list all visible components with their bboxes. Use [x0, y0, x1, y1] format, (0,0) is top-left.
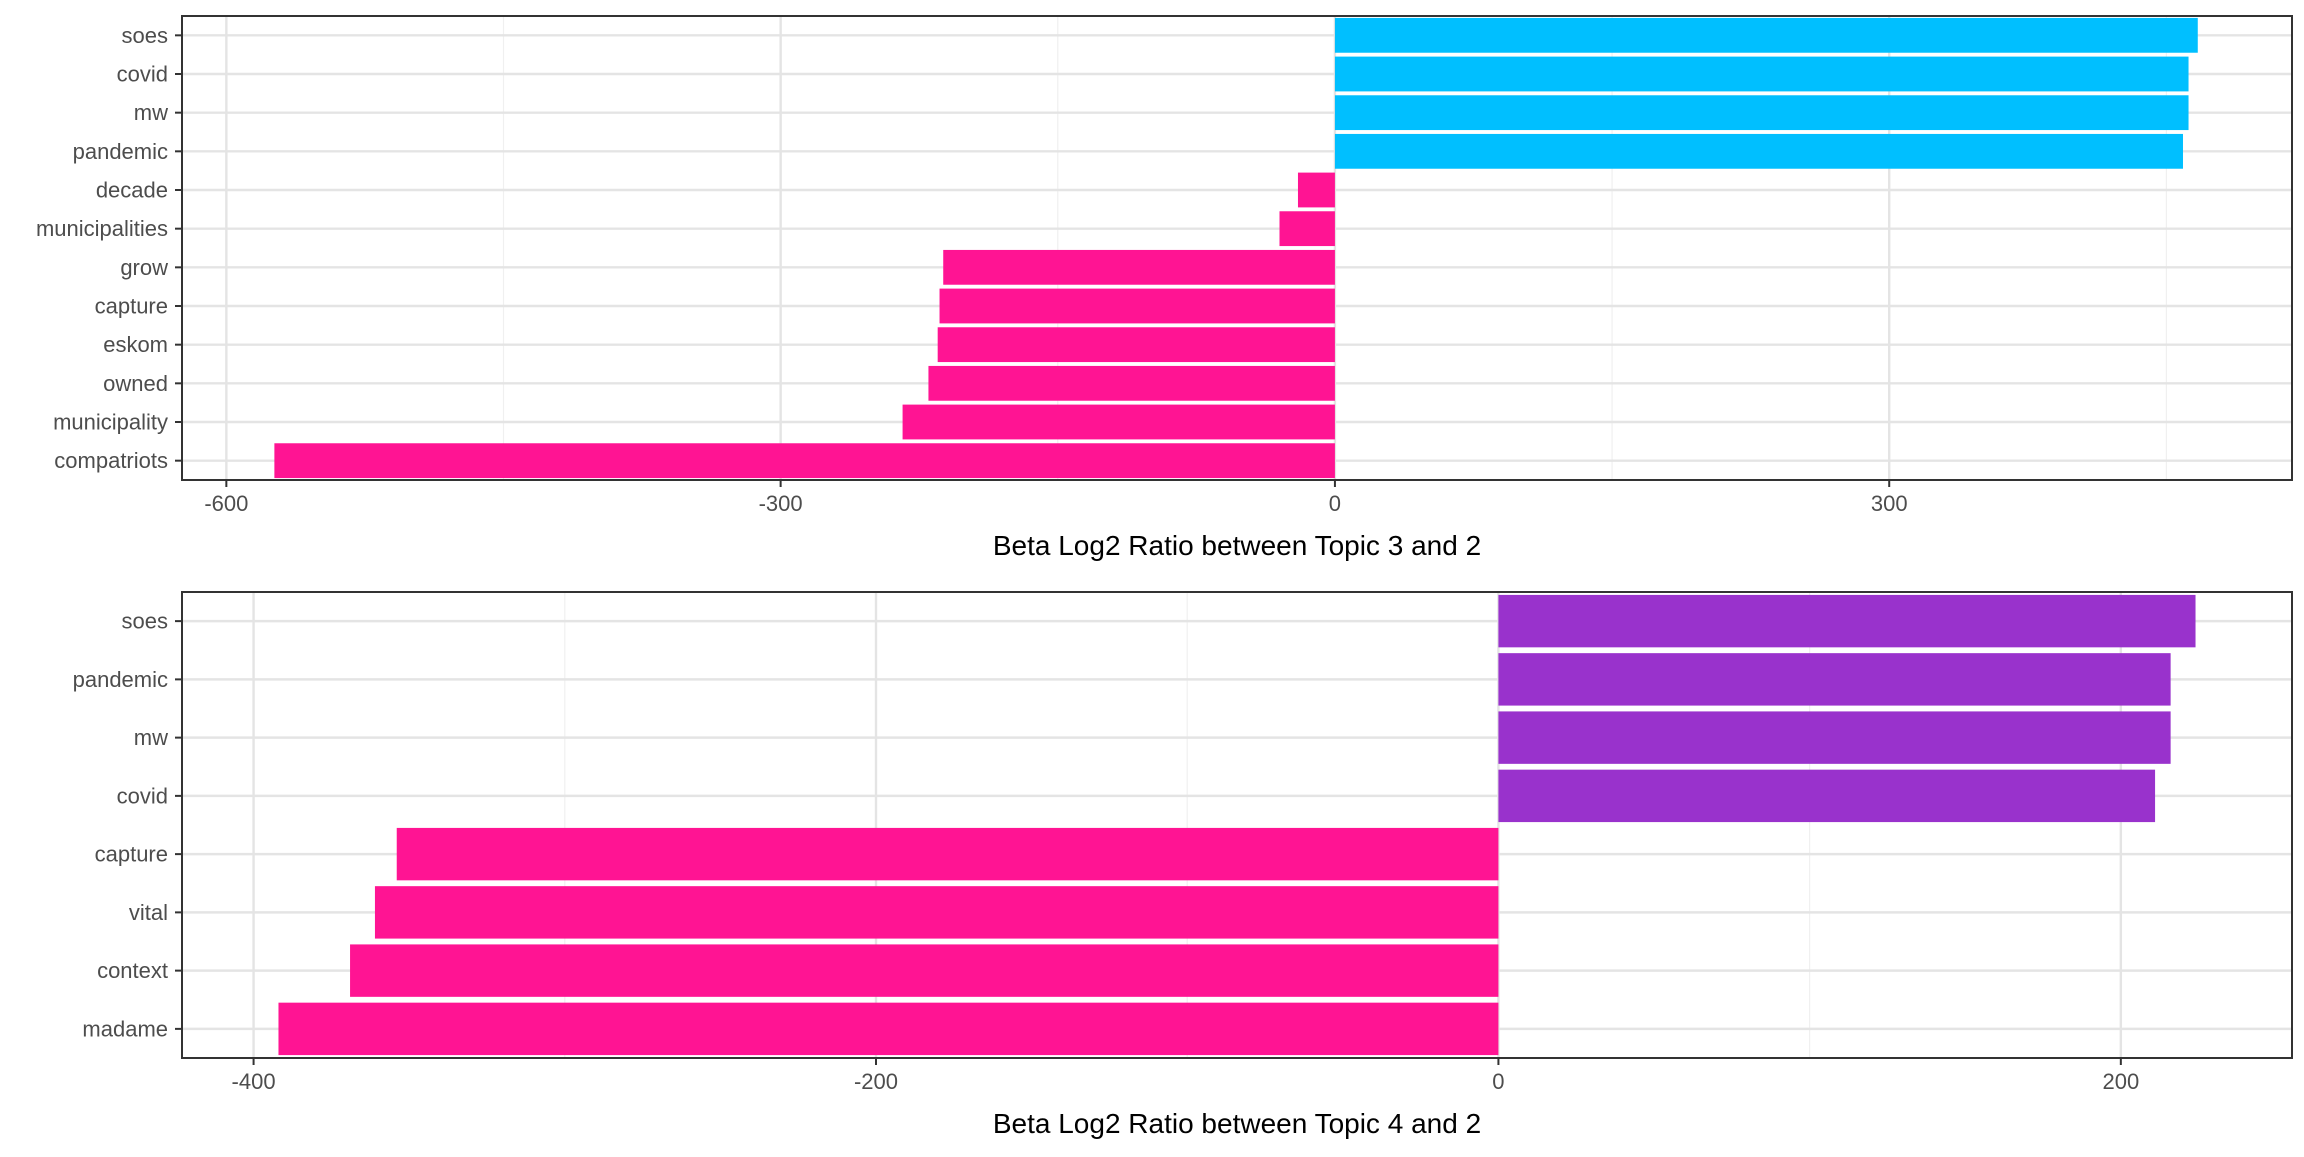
- x-tick-label: 0: [1329, 491, 1341, 516]
- bar-grow: [943, 249, 1335, 285]
- panel-border: [181, 591, 2293, 1059]
- x-axis-title: Beta Log2 Ratio between Topic 4 and 2: [993, 1108, 1481, 1139]
- bar-madame: [278, 1002, 1499, 1056]
- bar-covid: [1334, 56, 2189, 92]
- bar-decade: [1297, 172, 1335, 208]
- bar-capture: [396, 827, 1499, 881]
- x-tick-label: 0: [1492, 1069, 1504, 1094]
- bar-eskom: [937, 327, 1335, 363]
- y-tick-label-compatriots: compatriots: [54, 448, 168, 473]
- y-tick-label-vital: vital: [129, 900, 168, 925]
- x-tick-label: 200: [2102, 1069, 2139, 1094]
- y-tick-label-owned: owned: [103, 371, 168, 396]
- y-tick-label-context: context: [97, 958, 168, 983]
- y-tick-label-mw: mw: [134, 100, 168, 125]
- bar-capture: [939, 288, 1335, 324]
- chart-panel-topic3-vs-2: soes covid mw pandemic decade municipalities g…: [36, 15, 2293, 561]
- y-tick-label-pandemic: pandemic: [73, 667, 168, 692]
- y-tick-label-covid: covid: [117, 783, 168, 808]
- bar-owned: [928, 365, 1335, 401]
- y-tick-label-soes: soes: [122, 23, 168, 48]
- y-tick-label-covid: covid: [117, 62, 168, 87]
- bar-pandemic: [1334, 133, 2183, 169]
- chart-panel-topic4-vs-2: soes pandemic mw covid capture vital context ma…: [73, 591, 2293, 1139]
- bar-soes: [1334, 17, 2198, 53]
- y-tick-label-mw: mw: [134, 725, 168, 750]
- y-tick-label-soes: soes: [122, 609, 168, 634]
- x-tick-label: -200: [854, 1069, 898, 1094]
- bar-mw: [1334, 95, 2189, 131]
- x-tick-label: -400: [232, 1069, 276, 1094]
- bar-context: [350, 944, 1499, 997]
- plot-background: [182, 16, 2292, 480]
- x-tick-label: 300: [1871, 491, 1908, 516]
- y-tick-label-capture: capture: [95, 294, 168, 319]
- y-tick-label-grow: grow: [120, 255, 168, 280]
- panel-border: [181, 15, 2293, 481]
- x-tick-label: -300: [759, 491, 803, 516]
- bar-mw: [1498, 711, 2171, 764]
- bar-pandemic: [1498, 653, 2171, 706]
- y-tick-label-capture: capture: [95, 842, 168, 867]
- y-tick-label-municipality: municipality: [53, 410, 168, 435]
- bar-vital: [374, 886, 1499, 939]
- y-tick-label-pandemic: pandemic: [73, 139, 168, 164]
- y-tick-label-madame: madame: [82, 1016, 168, 1041]
- bar-compatriots: [274, 443, 1335, 479]
- bar-municipalities: [1279, 211, 1335, 247]
- bar-covid: [1498, 769, 2156, 823]
- bar-soes: [1498, 594, 2196, 648]
- x-tick-label: -600: [204, 491, 248, 516]
- bar-municipality: [902, 404, 1335, 440]
- y-tick-label-eskom: eskom: [103, 332, 168, 357]
- y-tick-label-decade: decade: [96, 178, 168, 203]
- x-axis-title: Beta Log2 Ratio between Topic 3 and 2: [993, 530, 1481, 561]
- y-tick-label-municipalities: municipalities: [36, 216, 168, 241]
